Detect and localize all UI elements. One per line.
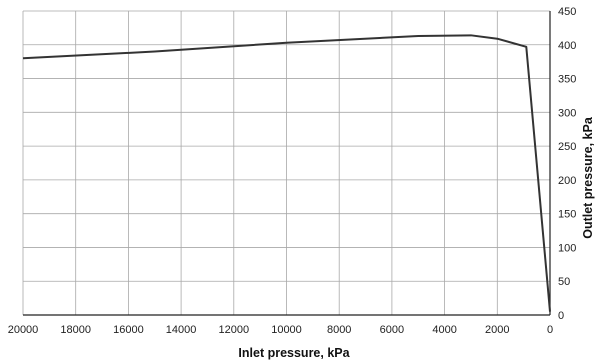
y-tick-label: 50 [558,276,570,288]
series-group [22,34,551,312]
x-axis-title: Inlet pressure, kPa [238,346,350,360]
x-tick-label: 12000 [219,324,250,336]
grid [22,10,551,316]
x-tick-label: 2000 [485,324,509,336]
y-tick-label: 200 [558,175,576,187]
y-axis-title: Outlet pressure, kPa [581,116,595,239]
x-tick-label: 14000 [166,324,197,336]
x-tick-label: 0 [547,324,553,336]
x-tick-label: 6000 [380,324,404,336]
y-tick-label: 150 [558,209,576,221]
y-tick-labels: 0 50 100 150 200 250 300 350 400 450 [558,6,576,322]
plot-frame [23,11,551,316]
x-tick-label: 16000 [113,324,144,336]
y-tick-label: 450 [558,6,576,18]
y-tick-label: 0 [558,310,564,322]
x-tick-label: 8000 [327,324,351,336]
x-tick-label: 20000 [8,324,39,336]
x-tick-label: 10000 [271,324,302,336]
y-tick-label: 300 [558,107,576,119]
y-tick-label: 400 [558,40,576,52]
y-tick-label: 250 [558,141,576,153]
y-tick-label: 350 [558,74,576,86]
x-tick-label: 4000 [432,324,456,336]
x-tick-label: 18000 [60,324,91,336]
y-tick-label: 100 [558,242,576,254]
x-tick-labels: 20000 18000 16000 14000 12000 10000 8000 6000 40… [8,324,553,336]
series-line [22,34,551,312]
